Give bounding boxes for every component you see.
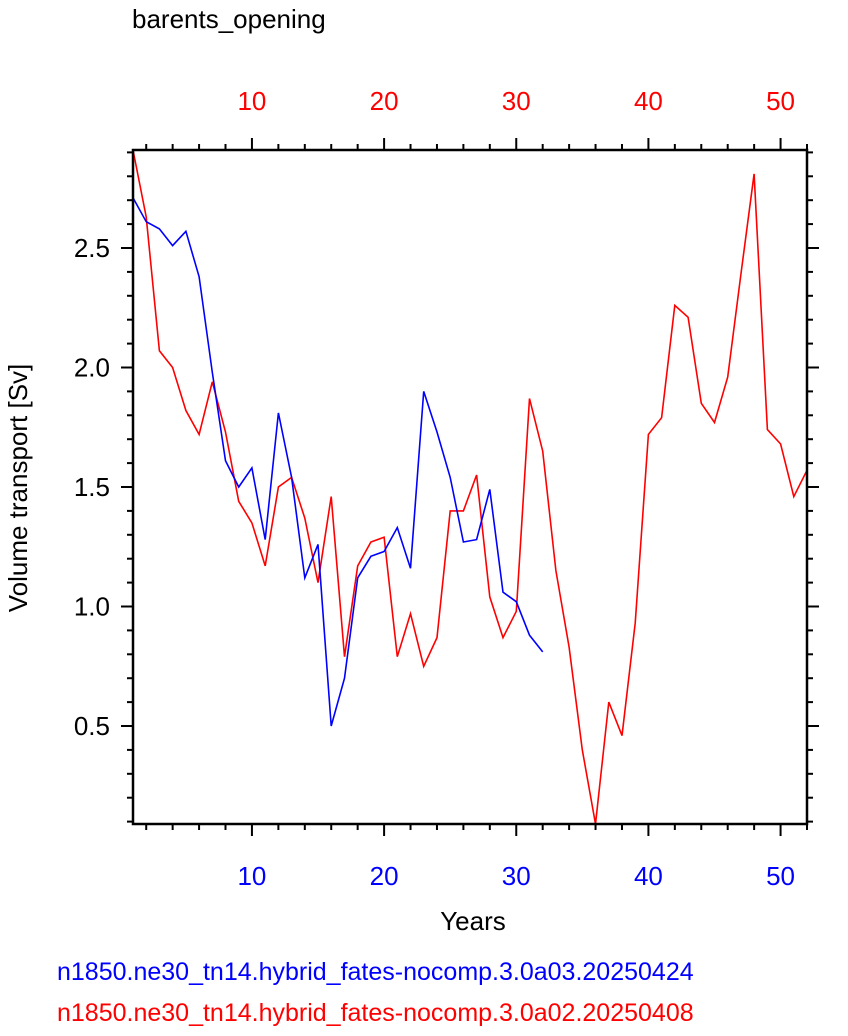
right-axis-ticks bbox=[807, 151, 819, 823]
y-axis-label: Volume transport [Sv] bbox=[3, 364, 33, 613]
x-tick-label-bottom: 50 bbox=[766, 861, 795, 891]
y-tick-label: 1.5 bbox=[74, 472, 110, 502]
x-tick-label-top: 50 bbox=[766, 86, 795, 116]
legend-entry-series-2: n1850.ne30_tn14.hybrid_fates-nocomp.3.0a… bbox=[57, 999, 694, 1027]
x-tick-label-bottom: 40 bbox=[634, 861, 663, 891]
left-axis-ticks bbox=[121, 151, 133, 823]
x-tick-label-top: 20 bbox=[370, 86, 399, 116]
x-tick-label-top: 30 bbox=[502, 86, 531, 116]
top-axis-tick-labels: 10 20 30 40 50 bbox=[237, 86, 795, 116]
y-tick-label: 2.0 bbox=[74, 352, 110, 382]
x-axis-label: Years bbox=[440, 906, 506, 936]
series-line-1 bbox=[132, 197, 544, 727]
x-tick-label-top: 10 bbox=[237, 86, 266, 116]
series-line-2 bbox=[132, 149, 808, 825]
x-tick-label-bottom: 10 bbox=[237, 861, 266, 891]
y-tick-label: 1.0 bbox=[74, 592, 110, 622]
y-tick-label: 2.5 bbox=[74, 233, 110, 263]
chart-title: barents_opening bbox=[132, 4, 326, 34]
bottom-axis-tick-labels: 10 20 30 40 50 bbox=[237, 861, 795, 891]
series-group bbox=[132, 149, 808, 825]
y-axis-tick-labels: 0.5 1.0 1.5 2.0 2.5 bbox=[74, 233, 110, 741]
bottom-axis-ticks bbox=[145, 824, 808, 836]
x-tick-label-bottom: 20 bbox=[370, 861, 399, 891]
legend-entry-series-1: n1850.ne30_tn14.hybrid_fates-nocomp.3.0a… bbox=[57, 958, 694, 986]
x-tick-label-bottom: 30 bbox=[502, 861, 531, 891]
y-tick-label: 0.5 bbox=[74, 711, 110, 741]
plot-frame bbox=[131, 148, 809, 826]
x-tick-label-top: 40 bbox=[634, 86, 663, 116]
top-axis-ticks bbox=[145, 138, 808, 150]
